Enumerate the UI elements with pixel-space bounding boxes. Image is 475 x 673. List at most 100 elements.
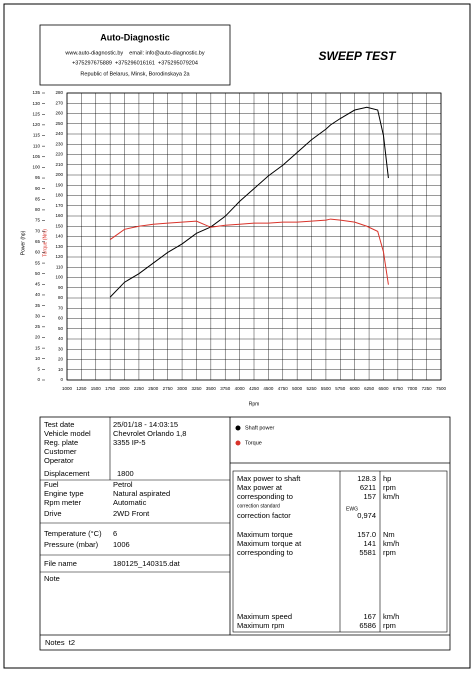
result-label: Maximum torque: [237, 530, 293, 539]
info-value: 3355 IP-5: [113, 438, 146, 447]
notes: Notes t2: [45, 638, 75, 647]
company: Auto-Diagnostic: [100, 32, 170, 42]
legend-label: Torque: [245, 440, 262, 446]
result-label: correction factor: [237, 511, 291, 520]
title: SWEEP TEST: [319, 49, 398, 63]
x-tick-label: 1500: [91, 386, 102, 391]
x-tick-label: 5500: [321, 386, 332, 391]
address: Republic of Belarus, Minsk, Borodinskaya…: [80, 71, 190, 77]
contacts: www.auto-diagnostic.by email: info@auto-…: [64, 50, 204, 56]
result-label: Maximum rpm: [237, 621, 285, 630]
info-value: 6: [113, 529, 117, 538]
info-value: Automatic: [113, 498, 147, 507]
info-value: Petrol: [113, 480, 133, 489]
info-value: 25/01/18 - 14:03:15: [113, 420, 178, 429]
x-tick-label: 7500: [436, 386, 447, 391]
x-tick-label: 3250: [191, 386, 202, 391]
info-label: Pressure (mbar): [44, 540, 99, 549]
page-border: [3, 3, 471, 669]
x-tick-label: 1750: [105, 386, 116, 391]
info-label: Temperature (°C): [44, 529, 102, 538]
y-tick-label: 100: [32, 165, 40, 170]
y-tick-label: 130: [32, 101, 40, 106]
y-tick-label: 20: [35, 335, 41, 340]
y-tick-label: 115: [33, 133, 41, 138]
x-tick-label: 4250: [249, 386, 260, 391]
result-label: Max power to shaft: [237, 474, 301, 483]
info-value: 1800: [117, 469, 134, 478]
y2-tick-label: 230: [55, 141, 63, 146]
info-label: Customer: [44, 447, 77, 456]
y-tick-label: 25: [35, 324, 41, 329]
y-tick-label: 90: [35, 186, 41, 191]
result-label: corresponding to: [237, 548, 293, 557]
result-value: 167: [363, 612, 376, 621]
y2-tick-label: 250: [55, 121, 63, 126]
info-value: 2WD Front: [113, 509, 150, 518]
result-value: 6586: [359, 621, 376, 630]
result-label: corresponding to: [237, 492, 293, 501]
x-tick-label: 6750: [393, 386, 404, 391]
info-value: Natural aspirated: [113, 489, 170, 498]
x-tick-label: 2500: [148, 386, 159, 391]
info-label: Note: [44, 574, 60, 583]
info-label: Reg. plate: [44, 438, 78, 447]
result-value: 5581: [359, 548, 376, 557]
y2-tick-label: 110: [56, 264, 64, 269]
result-value: 141: [363, 539, 376, 548]
y-tick-label: 40: [35, 292, 41, 297]
x-tick-label: 2250: [134, 386, 145, 391]
x-tick-label: 5250: [307, 386, 318, 391]
y2-tick-label: 60: [58, 316, 64, 321]
x-tick-label: 1250: [76, 386, 87, 391]
result-value: 6211: [360, 483, 376, 492]
result-unit: km/h: [383, 612, 399, 621]
y2-tick-label: 190: [55, 182, 63, 187]
info-label: Displacement: [44, 469, 90, 478]
y-tick-label: 85: [35, 196, 41, 201]
info-label: Test date: [44, 420, 74, 429]
y2-tick-label: 140: [55, 234, 63, 239]
info-frame: [39, 416, 451, 651]
x-tick-label: 4750: [278, 386, 289, 391]
y2-tick-label: 270: [55, 100, 63, 105]
x-tick-label: 7000: [407, 386, 418, 391]
header-box: [39, 24, 231, 86]
x-tick-label: 6500: [378, 386, 389, 391]
info-value: 1006: [113, 540, 130, 549]
y-tick-label: 45: [35, 282, 41, 287]
y-tick-label: 55: [35, 260, 41, 265]
y2-tick-label: 10: [58, 367, 64, 372]
y2-tick-label: 210: [55, 162, 63, 167]
x-tick-label: 4500: [263, 386, 274, 391]
x-tick-label: 3750: [220, 386, 231, 391]
phones: +375297675889 +375296016161 +37529507920…: [72, 60, 198, 66]
y-tick-label: 95: [35, 175, 41, 180]
result-value: 157: [363, 492, 376, 501]
y2-tick-label: 100: [55, 275, 63, 280]
result-label: Maximum torque at: [237, 539, 302, 548]
info-label: Drive: [44, 509, 62, 518]
y-tick-label: 10: [35, 356, 41, 361]
y-tick-label: 135: [32, 90, 40, 95]
info-value: 180125_140315.dat: [113, 559, 181, 568]
x-tick-label: 5750: [335, 386, 346, 391]
y2-tick-label: 200: [55, 172, 63, 177]
y2-tick-label: 180: [55, 193, 63, 198]
y2-tick-label: 160: [55, 213, 63, 218]
y2-tick-label: 0: [60, 377, 63, 382]
y2-tick-label: 240: [55, 131, 63, 136]
x-tick-label: 3500: [206, 386, 217, 391]
y-axis-title: Power (hp): [20, 230, 26, 255]
info-label: Rpm meter: [44, 498, 82, 507]
x-axis-title: Rpm: [249, 401, 260, 407]
y2-tick-label: 90: [58, 285, 64, 290]
y-tick-label: 65: [35, 239, 41, 244]
y2-tick-label: 120: [55, 254, 63, 259]
y-tick-label: 105: [32, 154, 40, 159]
y-tick-label: 30: [35, 313, 41, 318]
result-label: Max power at: [237, 483, 283, 492]
info-value: Chevrolet Orlando 1,8: [113, 429, 186, 438]
info-label: File name: [44, 559, 77, 568]
